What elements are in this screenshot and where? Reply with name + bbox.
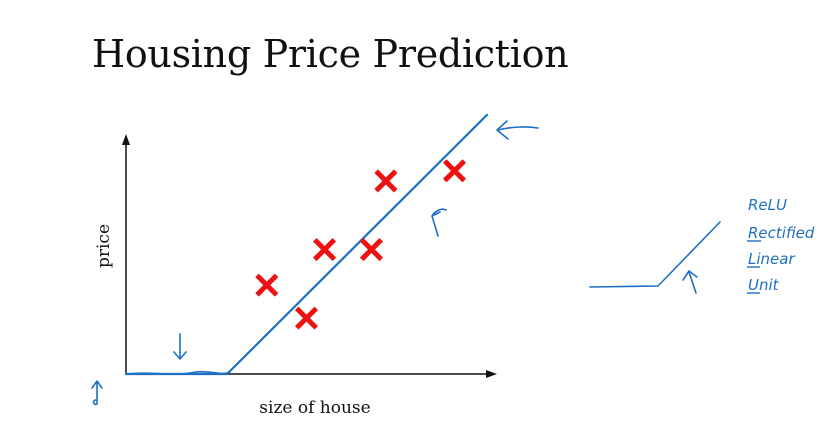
relu-note-line: Unit bbox=[748, 276, 780, 294]
data-point-marker bbox=[359, 238, 384, 262]
annotations bbox=[91, 120, 721, 406]
data-point-marker bbox=[255, 273, 279, 297]
relu-note-line: ReLU bbox=[748, 196, 787, 214]
relu-note-line: Rectified bbox=[748, 224, 815, 242]
page-title: Housing Price Prediction bbox=[92, 32, 569, 76]
x-axis-label: size of house bbox=[259, 398, 371, 418]
axes bbox=[122, 134, 497, 378]
flat-segment-scribble bbox=[127, 370, 231, 375]
data-point-marker bbox=[294, 306, 319, 330]
y-axis-arrowhead bbox=[122, 134, 130, 145]
data-point-marker bbox=[313, 238, 337, 262]
x-axis-arrowhead bbox=[486, 370, 497, 378]
data-points bbox=[255, 159, 467, 330]
data-point-marker bbox=[442, 159, 467, 183]
up-arrow-on-line bbox=[431, 208, 447, 237]
relu-up-arrow bbox=[682, 270, 698, 294]
relu-note: ReLU Rectified Linear Unit bbox=[747, 196, 815, 294]
relu-sketch bbox=[589, 221, 721, 288]
data-point-marker bbox=[374, 169, 398, 193]
up-arrow-annotation bbox=[91, 380, 103, 406]
left-arrow-annotation bbox=[496, 120, 539, 140]
down-arrow-annotation bbox=[173, 333, 187, 360]
relu-note-line: Linear bbox=[748, 250, 795, 268]
